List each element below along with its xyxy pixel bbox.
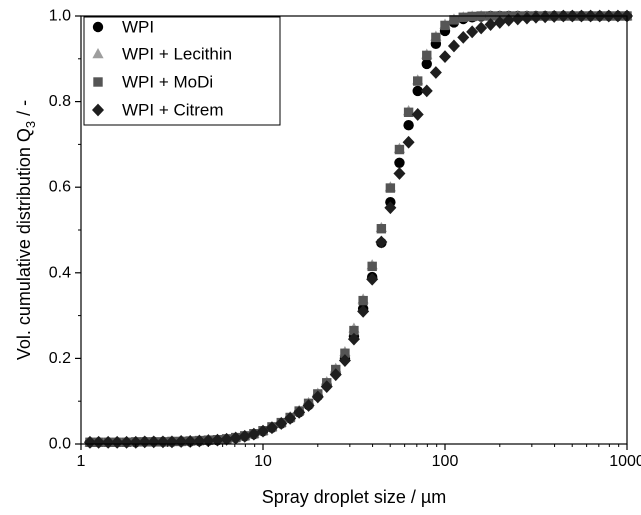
data-point [502, 13, 515, 27]
data-point [311, 390, 324, 404]
data-point [413, 76, 423, 86]
data-point [129, 435, 142, 449]
data-point [375, 235, 388, 249]
data-point [357, 304, 370, 318]
data-point [457, 31, 470, 44]
legend-label-wpi-citrem: WPI + Citrem [122, 101, 224, 120]
y-tick-label: 0.6 [49, 179, 71, 196]
data-point [384, 201, 397, 215]
legend-box [83, 16, 281, 126]
data-point [349, 325, 359, 336]
data-point [238, 429, 251, 443]
data-point [320, 380, 333, 394]
data-point [439, 50, 451, 64]
data-point [83, 435, 96, 449]
data-point [138, 435, 151, 449]
y-axis: 0.0 0.2 0.4 0.6 0.8 1.0 [49, 8, 81, 453]
data-point [175, 435, 188, 448]
data-point [403, 119, 414, 131]
data-point [412, 85, 423, 97]
data-point [484, 18, 497, 31]
x-tick-label: 100 [432, 453, 459, 470]
data-point [340, 348, 350, 358]
data-point [293, 405, 306, 419]
data-point [402, 135, 415, 149]
y-tick-label: 0.2 [49, 350, 71, 367]
data-point [184, 435, 197, 448]
data-point [447, 39, 460, 53]
legend-marker-symbol [92, 21, 104, 33]
data-point [493, 16, 506, 29]
y-tick-label: 1.0 [49, 8, 71, 25]
x-tick-label: 1000 [609, 453, 641, 470]
y-axis-title-tail: / - [14, 100, 34, 121]
data-point [211, 433, 224, 447]
x-tick-label: 1 [77, 453, 86, 470]
data-point [265, 421, 278, 435]
data-point [165, 435, 178, 449]
x-axis-title: Spray droplet size / µm [262, 487, 446, 507]
data-point [284, 411, 297, 425]
data-point [358, 295, 368, 306]
data-point [539, 10, 552, 24]
legend: WPI WPI + Lecithin WPI + MoDi WPI + Citr… [83, 16, 281, 126]
data-point [511, 12, 524, 26]
data-point [422, 50, 432, 61]
data-point [394, 157, 405, 169]
data-point [529, 10, 542, 24]
data-point [420, 84, 433, 98]
data-point [329, 368, 342, 382]
legend-marker-wpi-lecithin [92, 48, 104, 59]
data-point [449, 15, 459, 25]
data-point [338, 354, 351, 367]
y-tick-label: 0.0 [49, 436, 71, 453]
data-point [440, 20, 450, 31]
data-point [247, 427, 260, 441]
data-point [147, 435, 160, 449]
legend-marker-wpi-citrem [92, 103, 104, 117]
y-axis-title-subscript: 3 [23, 121, 38, 128]
data-point [102, 435, 115, 449]
data-point [421, 58, 432, 70]
data-point [431, 32, 441, 43]
data-point [366, 272, 379, 286]
data-point [367, 261, 377, 272]
legend-label-wpi: WPI [122, 18, 154, 37]
data-point [403, 107, 414, 117]
data-point [92, 435, 105, 449]
data-point [466, 25, 479, 39]
data-point [520, 11, 533, 25]
x-axis: 1 10 100 1000 [77, 444, 641, 470]
y-axis-title-main: Vol. cumulative distribution Q [14, 128, 34, 360]
legend-label-wpi-modi: WPI + MoDi [122, 73, 213, 92]
data-point [376, 224, 387, 234]
data-point [394, 144, 405, 155]
legend-marker-symbol [92, 103, 104, 117]
legend-marker-symbol [93, 77, 103, 87]
legend-marker-wpi-modi [93, 77, 103, 87]
data-point [120, 435, 133, 449]
data-point [411, 108, 424, 121]
data-point [111, 435, 124, 449]
legend-marker-wpi [92, 21, 104, 33]
data-point [347, 332, 360, 346]
x-tick-label: 10 [254, 453, 272, 470]
data-point [229, 431, 242, 445]
legend-label-wpi-lecithin: WPI + Lecithin [122, 45, 232, 64]
data-point [429, 66, 442, 79]
data-point [275, 417, 288, 430]
data-point [156, 435, 169, 449]
legend-marker-symbol [92, 48, 104, 59]
data-point [393, 167, 406, 180]
data-point [257, 424, 269, 438]
data-point [475, 21, 488, 35]
y-tick-label: 0.4 [49, 264, 71, 281]
data-point [302, 399, 315, 412]
y-tick-label: 0.8 [49, 93, 71, 110]
y-axis-title: Vol. cumulative distribution Q3 / - [14, 100, 38, 360]
data-point [458, 12, 468, 22]
data-point [220, 432, 233, 446]
data-point [385, 183, 396, 193]
